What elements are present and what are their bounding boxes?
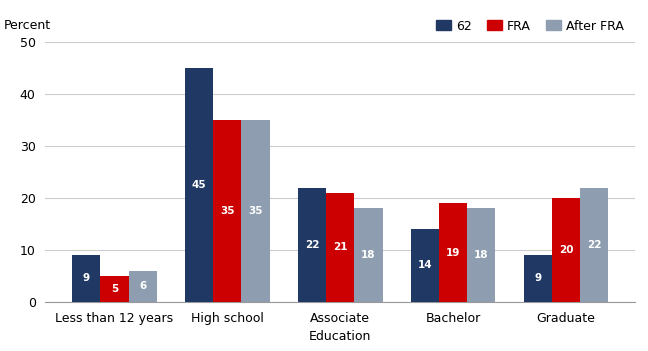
Bar bbox=[298, 187, 326, 302]
Text: 45: 45 bbox=[192, 180, 207, 190]
Text: 9: 9 bbox=[83, 273, 90, 284]
Bar bbox=[411, 229, 439, 302]
Bar bbox=[213, 120, 242, 302]
Text: 20: 20 bbox=[559, 245, 573, 255]
Text: 21: 21 bbox=[333, 242, 347, 252]
Bar bbox=[524, 255, 552, 302]
Bar bbox=[326, 193, 354, 302]
Text: 18: 18 bbox=[361, 250, 376, 260]
Bar bbox=[467, 208, 495, 302]
Text: 22: 22 bbox=[305, 240, 319, 250]
Bar bbox=[72, 255, 100, 302]
Bar bbox=[185, 68, 213, 302]
Bar bbox=[354, 208, 382, 302]
Text: 22: 22 bbox=[587, 240, 601, 250]
Text: 18: 18 bbox=[474, 250, 489, 260]
Bar bbox=[242, 120, 270, 302]
Bar bbox=[580, 187, 608, 302]
Text: 9: 9 bbox=[534, 273, 541, 284]
Bar bbox=[552, 198, 580, 302]
Bar bbox=[128, 271, 157, 302]
Legend: 62, FRA, After FRA: 62, FRA, After FRA bbox=[432, 15, 629, 38]
Text: 5: 5 bbox=[111, 284, 118, 294]
Text: 14: 14 bbox=[417, 260, 432, 271]
Bar bbox=[100, 276, 128, 302]
Text: Percent: Percent bbox=[4, 19, 51, 32]
Bar bbox=[439, 203, 467, 302]
Text: 35: 35 bbox=[248, 206, 263, 216]
Text: 19: 19 bbox=[446, 247, 460, 258]
Text: 6: 6 bbox=[139, 281, 146, 291]
X-axis label: Education: Education bbox=[309, 330, 371, 343]
Text: 35: 35 bbox=[220, 206, 235, 216]
